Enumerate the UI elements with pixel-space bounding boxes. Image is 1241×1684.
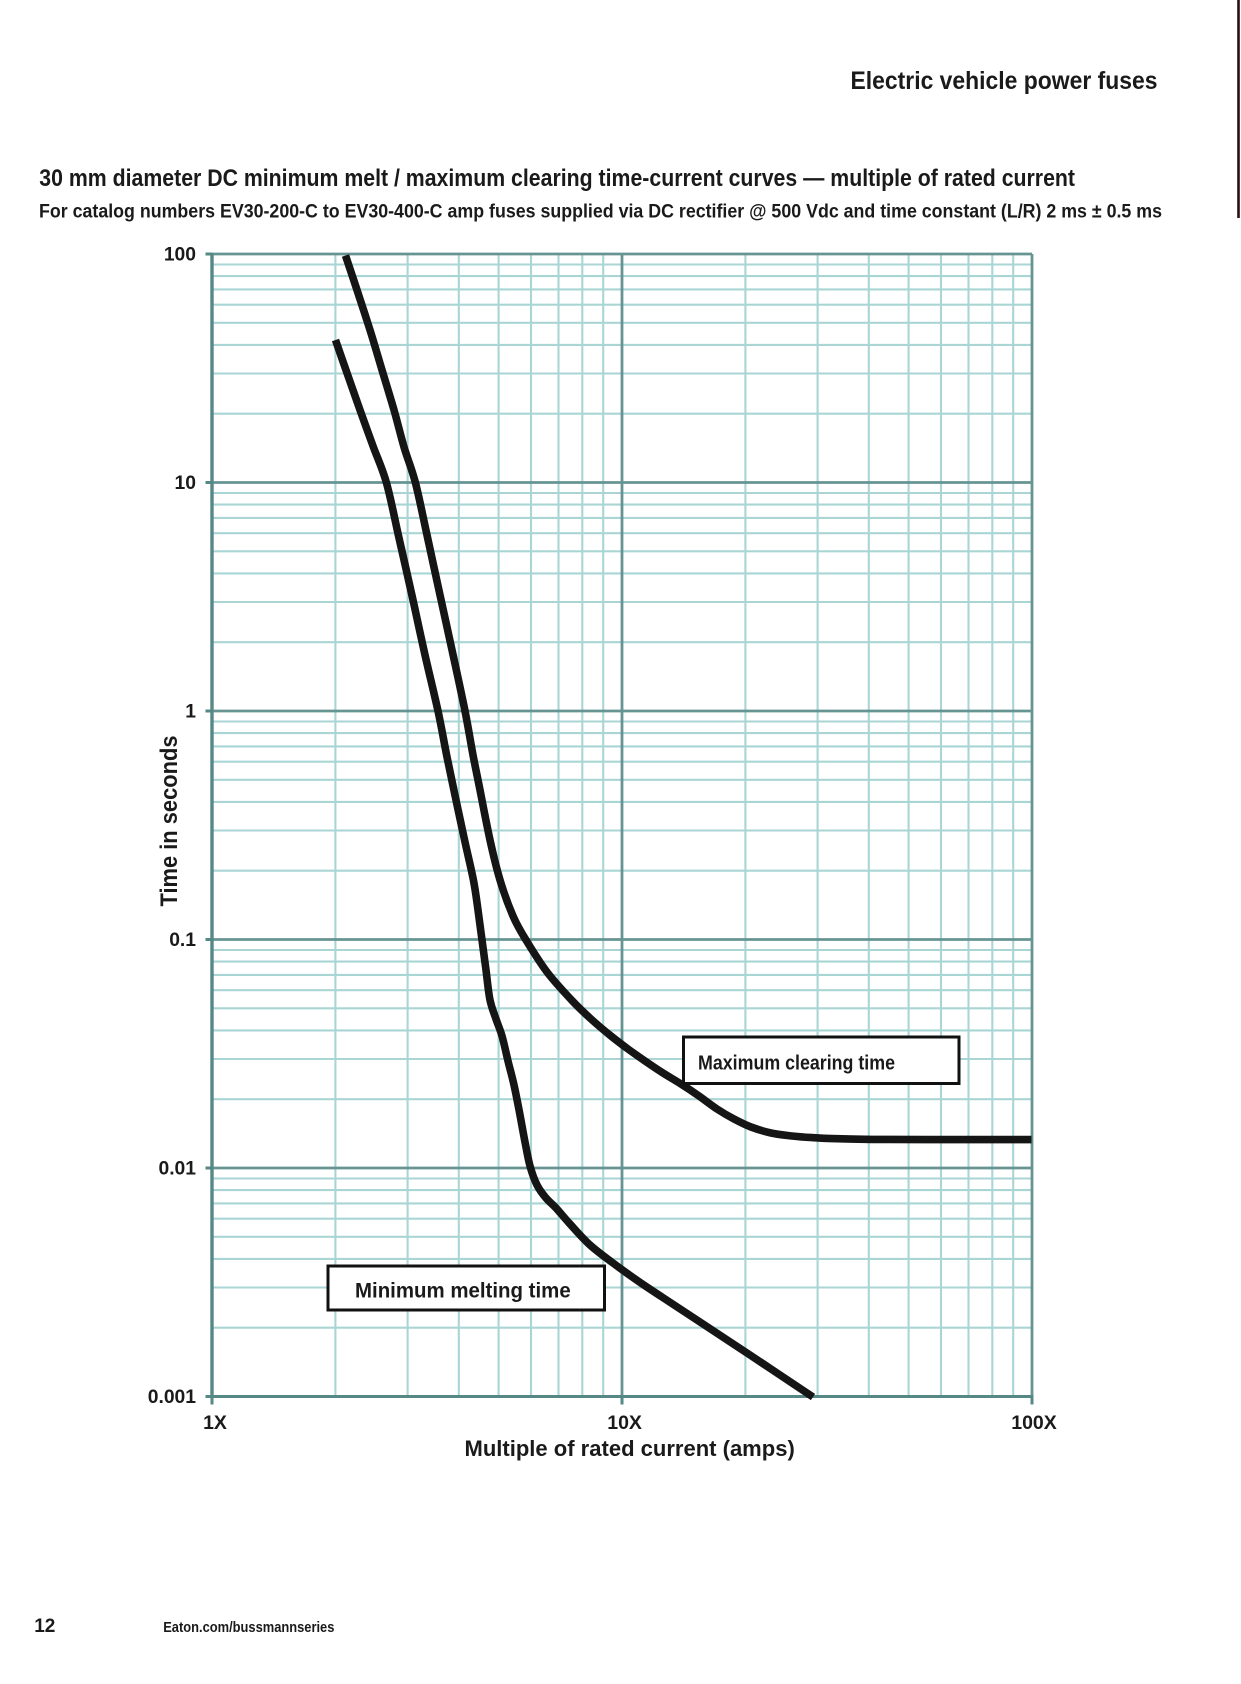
svg-text:Eaton.com/bussmannseries: Eaton.com/bussmannseries [163,1620,334,1636]
svg-text:0.001: 0.001 [148,1387,197,1408]
svg-text:12: 12 [34,1616,55,1637]
svg-text:Minimum melting time: Minimum melting time [355,1280,571,1303]
svg-text:Maximum clearing time: Maximum clearing time [698,1053,895,1075]
svg-text:100: 100 [164,245,196,266]
svg-text:0.1: 0.1 [169,930,196,951]
svg-text:10X: 10X [607,1412,642,1434]
svg-text:100X: 100X [1011,1412,1057,1434]
svg-text:For catalog numbers EV30-200-C: For catalog numbers EV30-200-C to EV30-4… [39,200,1162,222]
svg-text:30 mm diameter DC minimum melt: 30 mm diameter DC minimum melt / maximum… [39,165,1075,192]
svg-text:0.01: 0.01 [158,1159,196,1180]
svg-text:Electric vehicle power fuses: Electric vehicle power fuses [851,67,1158,95]
svg-text:1X: 1X [203,1412,227,1434]
svg-text:Time in seconds: Time in seconds [156,736,183,907]
svg-text:Multiple of rated current (amp: Multiple of rated current (amps) [465,1436,795,1461]
svg-text:10: 10 [175,473,196,494]
svg-text:1: 1 [185,702,196,723]
